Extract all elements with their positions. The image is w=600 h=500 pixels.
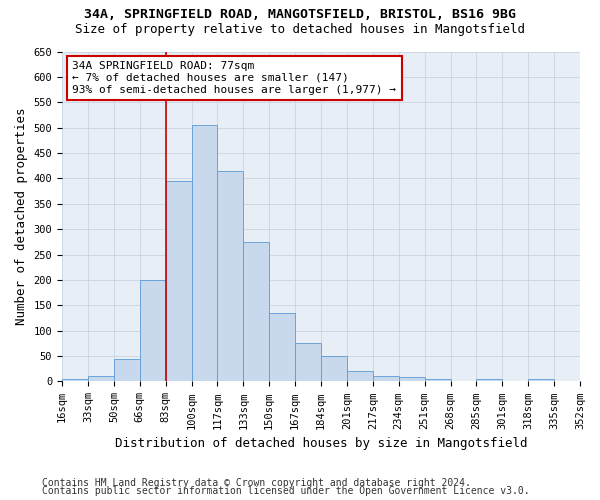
- Bar: [528, 379, 554, 382]
- Bar: [244, 242, 269, 382]
- Bar: [140, 280, 166, 382]
- Text: Contains HM Land Registry data © Crown copyright and database right 2024.: Contains HM Land Registry data © Crown c…: [42, 478, 471, 488]
- Bar: [217, 171, 244, 382]
- Bar: [399, 378, 425, 382]
- Text: 34A, SPRINGFIELD ROAD, MANGOTSFIELD, BRISTOL, BS16 9BG: 34A, SPRINGFIELD ROAD, MANGOTSFIELD, BRI…: [84, 8, 516, 20]
- Bar: [166, 181, 191, 382]
- Bar: [191, 125, 217, 382]
- Bar: [88, 376, 114, 382]
- Bar: [476, 379, 502, 382]
- Bar: [373, 376, 399, 382]
- Text: Contains public sector information licensed under the Open Government Licence v3: Contains public sector information licen…: [42, 486, 530, 496]
- Bar: [321, 356, 347, 382]
- X-axis label: Distribution of detached houses by size in Mangotsfield: Distribution of detached houses by size …: [115, 437, 527, 450]
- Bar: [269, 313, 295, 382]
- Bar: [347, 372, 373, 382]
- Text: 34A SPRINGFIELD ROAD: 77sqm
← 7% of detached houses are smaller (147)
93% of sem: 34A SPRINGFIELD ROAD: 77sqm ← 7% of deta…: [73, 62, 397, 94]
- Bar: [114, 358, 140, 382]
- Bar: [62, 379, 88, 382]
- Bar: [425, 379, 451, 382]
- Y-axis label: Number of detached properties: Number of detached properties: [15, 108, 28, 325]
- Bar: [295, 344, 321, 382]
- Text: Size of property relative to detached houses in Mangotsfield: Size of property relative to detached ho…: [75, 22, 525, 36]
